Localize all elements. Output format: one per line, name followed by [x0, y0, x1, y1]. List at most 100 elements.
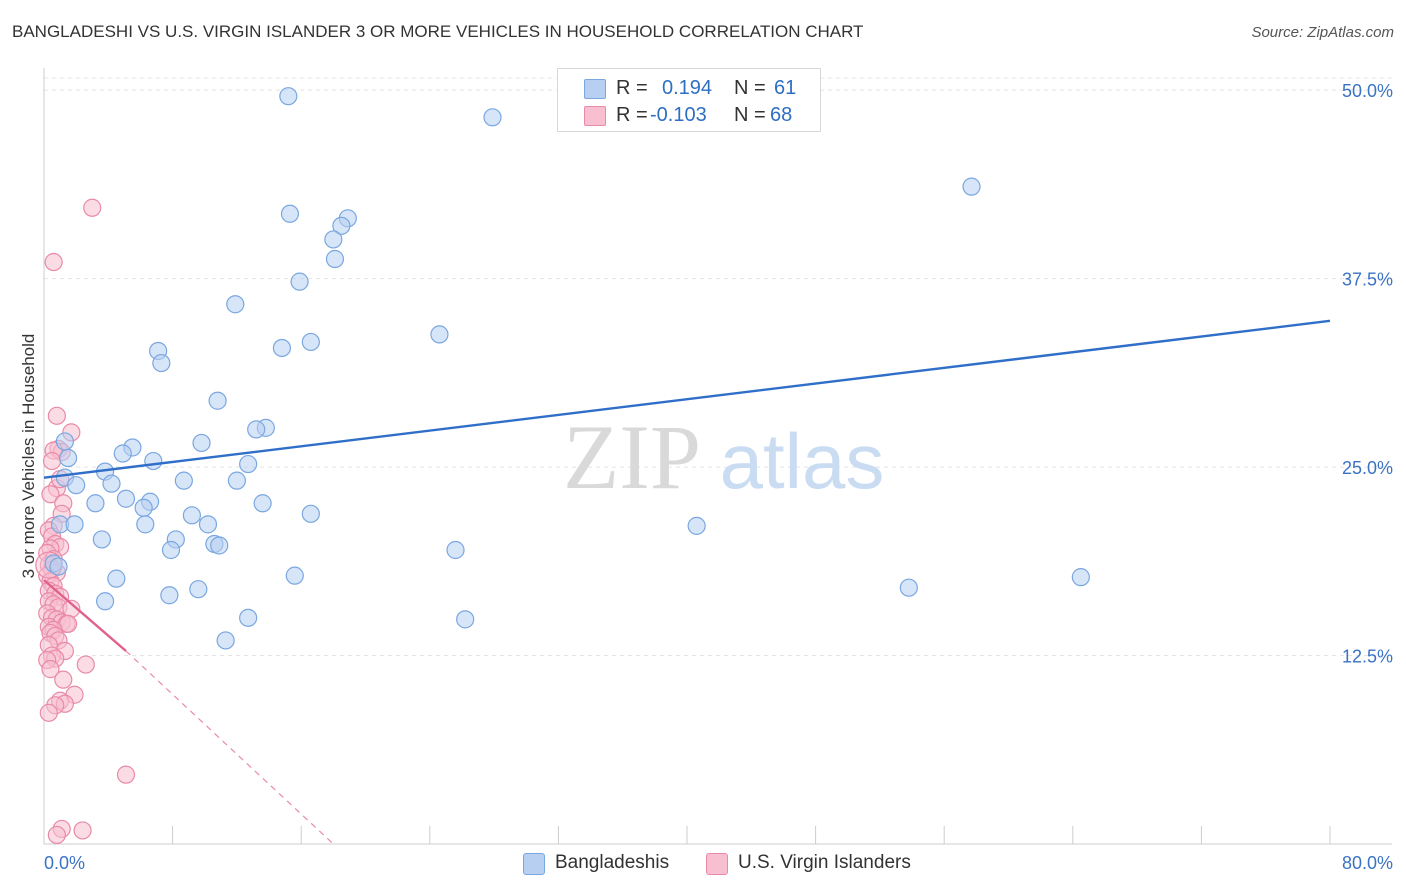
point-bangladeshis	[962, 177, 981, 196]
point-bangladeshis	[86, 494, 105, 513]
point-bangladeshis	[899, 578, 918, 597]
point-bangladeshis	[325, 249, 345, 269]
point-virgin-islanders	[76, 655, 95, 674]
legend-swatch-blue	[584, 79, 606, 99]
point-bangladeshis	[1071, 568, 1090, 587]
trend-line-bangladeshis	[43, 319, 1331, 479]
bottom-legend-swatch-blue	[523, 853, 545, 875]
point-bangladeshis	[55, 432, 74, 451]
bottom-legend-label: Bangladeshis	[555, 852, 670, 873]
source-note: Source: ZipAtlas.com	[1251, 24, 1394, 41]
watermark: ZIP atlas	[563, 406, 884, 508]
point-bangladeshis	[456, 610, 475, 629]
point-virgin-islanders	[44, 252, 63, 272]
point-bangladeshis	[210, 536, 229, 555]
point-virgin-islanders	[47, 406, 66, 425]
point-bangladeshis	[301, 504, 320, 523]
x-tick-label-min: 0.0%	[44, 853, 85, 873]
legend-r-label: R =	[616, 104, 648, 126]
legend-r-value: 0.194	[662, 77, 713, 99]
legend-row-virgin-islanders: R = -0.103 N = 68	[558, 102, 820, 128]
point-bangladeshis	[95, 592, 115, 611]
watermark-zip: ZIP	[563, 406, 701, 508]
legend-swatch-pink	[584, 106, 606, 126]
point-bangladeshis	[67, 476, 86, 495]
trend-line-virgin-islanders-extension	[125, 650, 334, 845]
point-bangladeshis	[253, 494, 272, 513]
point-virgin-islanders	[41, 660, 60, 679]
y-tick-label: 25.0%	[1342, 458, 1393, 478]
point-bangladeshis	[216, 631, 235, 650]
point-bangladeshis	[189, 580, 208, 599]
point-bangladeshis	[65, 515, 84, 534]
point-bangladeshis	[285, 566, 304, 585]
point-virgin-islanders	[83, 198, 102, 217]
y-tick-label: 50.0%	[1342, 81, 1393, 101]
legend-r-label: R =	[616, 77, 648, 99]
point-bangladeshis	[239, 608, 258, 627]
legend-r-value: -0.103	[650, 104, 707, 126]
point-bangladeshis	[92, 530, 111, 549]
x-tick-label-max: 80.0%	[1342, 853, 1393, 873]
point-bangladeshis	[483, 108, 502, 127]
series-virgin-islanders	[35, 198, 136, 845]
point-virgin-islanders	[41, 485, 60, 504]
point-bangladeshis	[208, 391, 227, 410]
point-bangladeshis	[272, 338, 292, 358]
tick-labels: 12.5% 25.0% 37.5% 50.0% 0.0% 80.0%	[44, 81, 1393, 873]
bottom-legend-swatch-pink	[706, 853, 728, 875]
point-virgin-islanders	[73, 821, 92, 840]
point-virgin-islanders	[42, 451, 62, 471]
point-bangladeshis	[107, 569, 126, 588]
legend-row-bangladeshis: R = 0.194 N = 61	[558, 75, 820, 101]
chart-title: BANGLADESHI VS U.S. VIRGIN ISLANDER 3 OR…	[12, 22, 864, 41]
point-bangladeshis	[161, 540, 181, 560]
point-bangladeshis	[446, 540, 465, 560]
stats-legend: R = 0.194 N = 61 R = -0.103 N = 68	[557, 68, 821, 132]
point-bangladeshis	[227, 471, 246, 490]
point-bangladeshis	[239, 454, 258, 474]
point-bangladeshis	[116, 489, 136, 508]
point-bangladeshis	[136, 515, 155, 534]
watermark-atlas: atlas	[720, 417, 885, 505]
y-tick-label: 37.5%	[1342, 270, 1393, 290]
point-bangladeshis	[59, 448, 78, 468]
point-bangladeshis	[152, 353, 171, 373]
y-axis-label: 3 or more Vehicles in Household	[19, 333, 38, 579]
trend-line-virgin-islanders	[43, 579, 127, 652]
point-bangladeshis	[280, 204, 300, 223]
point-bangladeshis	[324, 230, 343, 249]
point-bangladeshis	[160, 586, 179, 605]
legend-n-label: N =	[734, 104, 766, 126]
point-bangladeshis	[301, 332, 320, 352]
legend-n-value: 61	[774, 77, 797, 99]
point-bangladeshis	[430, 325, 449, 344]
point-virgin-islanders	[116, 765, 136, 784]
point-bangladeshis	[247, 420, 266, 439]
point-bangladeshis	[226, 295, 245, 314]
point-bangladeshis	[102, 474, 121, 493]
point-bangladeshis	[290, 272, 309, 291]
point-virgin-islanders	[47, 825, 66, 845]
point-bangladeshis	[279, 87, 298, 106]
trend-lines	[43, 319, 1331, 845]
legend-n-label: N =	[734, 77, 766, 99]
y-tick-label: 12.5%	[1342, 647, 1393, 667]
point-bangladeshis	[113, 444, 132, 463]
point-bangladeshis	[332, 216, 351, 235]
grid-lines	[44, 77, 1392, 657]
point-virgin-islanders	[39, 703, 58, 722]
point-virgin-islanders	[54, 670, 73, 689]
point-bangladeshis	[49, 557, 68, 576]
point-bangladeshis	[182, 506, 201, 525]
point-bangladeshis	[174, 471, 193, 490]
point-bangladeshis	[192, 433, 211, 453]
point-bangladeshis	[687, 516, 706, 535]
point-bangladeshis	[134, 498, 153, 517]
series-bangladeshis	[44, 87, 1090, 650]
point-bangladeshis	[198, 515, 218, 534]
bottom-legend-label: U.S. Virgin Islanders	[738, 852, 911, 873]
legend-n-value: 68	[770, 104, 793, 126]
point-bangladeshis	[144, 451, 163, 471]
